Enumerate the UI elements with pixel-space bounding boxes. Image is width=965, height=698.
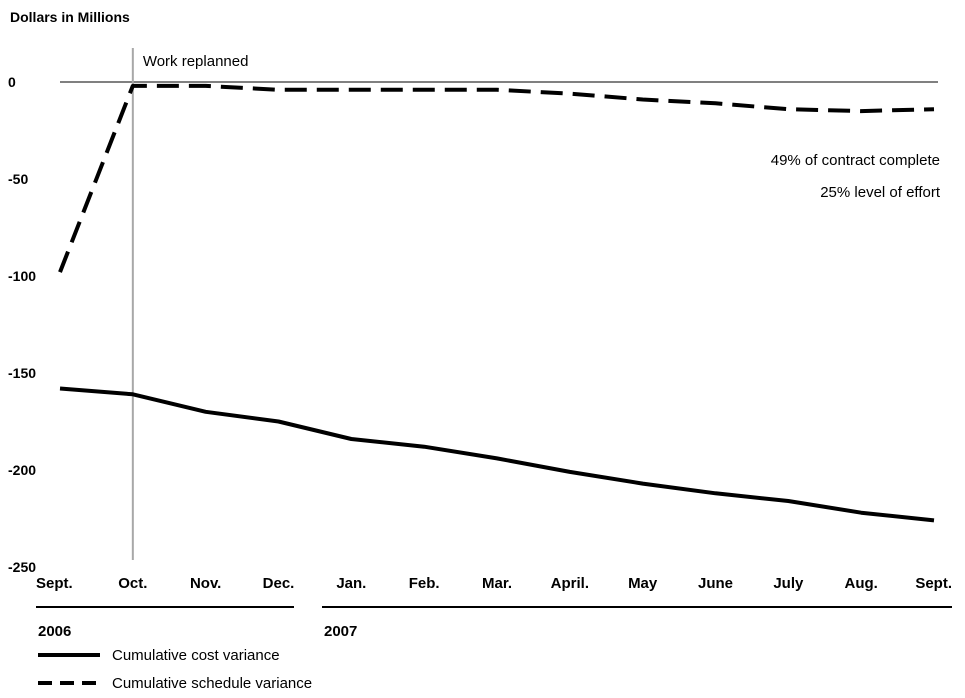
y-tick-label: -150 [8, 365, 36, 381]
y-tick-label: -100 [8, 268, 36, 284]
x-tick-label: Jan. [336, 575, 366, 592]
x-tick-label: May [628, 575, 658, 592]
y-tick-label: -250 [8, 559, 36, 575]
x-tick-label: Sept. [915, 575, 952, 592]
year-group-label: 2006 [38, 623, 71, 640]
x-tick-label: Nov. [190, 575, 221, 592]
y-tick-label: -200 [8, 462, 36, 478]
x-tick-label: Mar. [482, 575, 512, 592]
work-replanned-label: Work replanned [143, 53, 249, 70]
x-tick-label: July [773, 575, 804, 592]
year-group-label: 2007 [324, 623, 357, 640]
x-tick-label: Sept. [36, 575, 73, 592]
y-tick-label: 0 [8, 74, 16, 90]
x-tick-label: Feb. [409, 575, 440, 592]
cumulative-cost-variance-line [59, 386, 935, 523]
cumulative-schedule-variance-line [58, 83, 935, 273]
x-tick-label: Aug. [845, 575, 878, 592]
y-axis-ticks: 0 -50 -100 -150 -200 -250 [8, 74, 36, 575]
x-tick-label: April. [551, 575, 589, 592]
legend-label: Cumulative cost variance [112, 647, 280, 664]
series-group [58, 83, 935, 523]
x-axis-ticks: Sept. Oct. Nov. Dec. Jan. Feb. Mar. April. May Ju… [36, 575, 952, 592]
legend: Cumulative cost variance Cumulative sched… [38, 647, 312, 692]
x-tick-label: Dec. [263, 575, 295, 592]
annotation-level-of-effort: 25% level of effort [820, 184, 941, 201]
legend-label: Cumulative schedule variance [112, 675, 312, 692]
annotation-contract-complete: 49% of contract complete [771, 152, 940, 169]
year-groups: 2006 2007 [36, 606, 952, 640]
x-tick-label: June [698, 575, 733, 592]
y-tick-label: -50 [8, 171, 28, 187]
y-axis-title: Dollars in Millions [10, 9, 130, 25]
x-tick-label: Oct. [118, 575, 147, 592]
